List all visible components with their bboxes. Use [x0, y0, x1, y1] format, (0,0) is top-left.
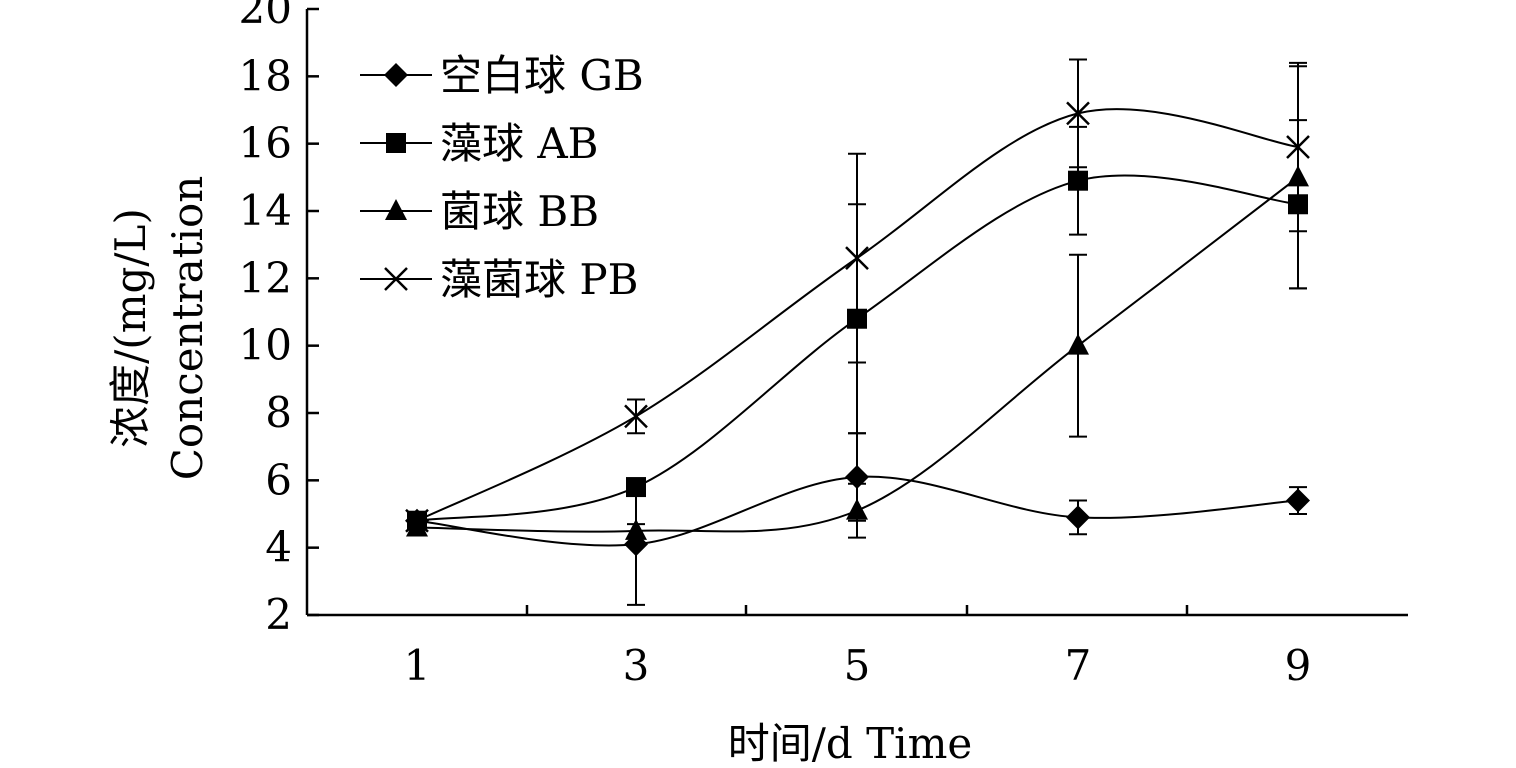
cross-stroke — [845, 246, 869, 271]
y-tick-label: 4 — [265, 523, 292, 572]
legend-marker-cross — [384, 267, 408, 291]
data-point-triangle — [1067, 333, 1089, 355]
data-point-diamond — [1286, 488, 1310, 513]
x-tick-label: 5 — [844, 641, 871, 690]
series-layer — [405, 58, 1310, 606]
y-axis-title-en: Concentration — [163, 176, 212, 481]
x-tick-label: 3 — [623, 641, 650, 690]
legend-item: 藻菌球 PB — [360, 255, 638, 304]
x-tick-label: 7 — [1065, 641, 1092, 690]
legend-item: 空白球 GB — [360, 51, 644, 100]
cross-stroke — [624, 404, 648, 429]
y-tick-label: 6 — [265, 455, 292, 504]
legend-marker-square — [386, 133, 406, 153]
data-point-triangle — [625, 518, 647, 540]
data-point-triangle — [406, 515, 428, 537]
cross-stroke — [1286, 135, 1310, 159]
cross-stroke — [405, 508, 429, 533]
y-tick-label: 12 — [239, 253, 292, 302]
series-cross — [405, 58, 1310, 533]
legend-marker-triangle — [385, 199, 407, 220]
legend: 空白球 GB 藻球 AB 菌球 BB 藻菌球 PB — [360, 51, 644, 304]
data-point-cross — [624, 404, 648, 429]
y-tick-label: 14 — [239, 186, 292, 235]
series-line — [416, 176, 1299, 533]
y-tick-label: 18 — [239, 51, 292, 100]
y-tick-label: 16 — [239, 119, 292, 168]
x-tick-label: 9 — [1285, 641, 1312, 690]
data-point-cross — [845, 246, 869, 271]
legend-item: 藻球 AB — [360, 119, 599, 168]
data-point-triangle — [846, 498, 868, 520]
data-point-square — [1068, 170, 1088, 191]
data-point-diamond — [1066, 505, 1090, 530]
y-tick-label: 8 — [265, 388, 292, 437]
cross-stroke — [1066, 101, 1090, 126]
y-axis-title-cn: 浓度/(mg/L) — [106, 208, 155, 448]
data-point-cross — [1066, 101, 1090, 126]
y-tick-label: 2 — [265, 590, 292, 639]
y-tick-label: 10 — [239, 321, 292, 370]
x-axis-title: 时间/d Time — [728, 719, 973, 768]
legend-label: 藻菌球 PB — [440, 255, 638, 304]
axes: 2 4 6 8 10 12 14 16 18 20 1 3 5 7 9 — [239, 0, 1408, 690]
data-point-square — [626, 477, 646, 498]
legend-marker-diamond — [384, 63, 408, 87]
cross-stroke — [384, 267, 408, 291]
legend-item: 菌球 BB — [360, 187, 599, 236]
data-point-cross — [1286, 135, 1310, 159]
y-tick-label: 20 — [239, 0, 292, 33]
legend-label: 空白球 GB — [440, 51, 644, 100]
data-point-cross — [405, 508, 429, 533]
legend-label: 藻球 AB — [440, 119, 599, 168]
series-triangle — [406, 65, 1309, 540]
x-tick-label: 1 — [404, 641, 431, 690]
legend-label: 菌球 BB — [440, 187, 599, 236]
